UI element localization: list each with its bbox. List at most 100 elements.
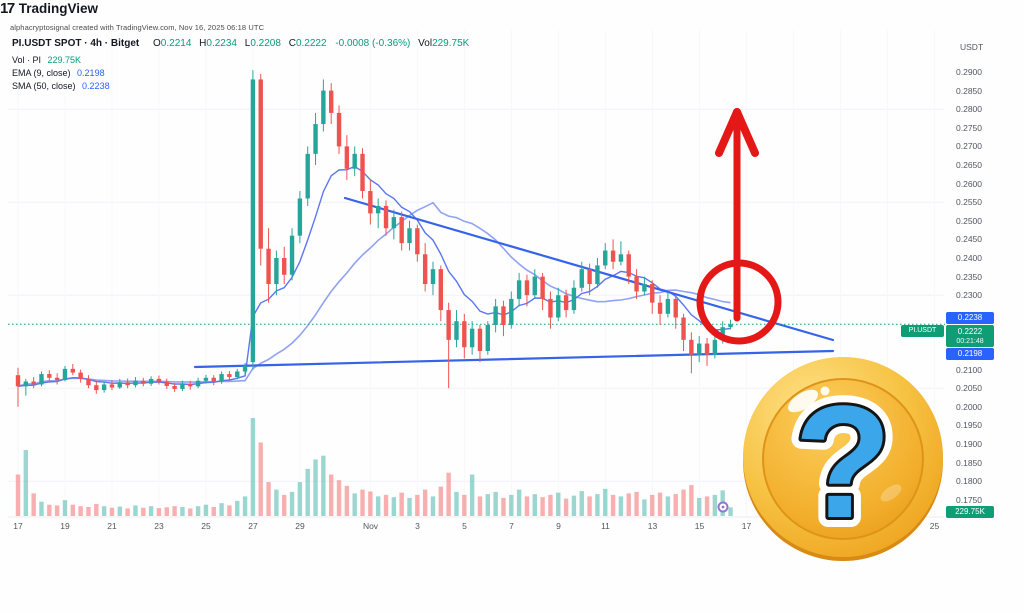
descending-trendline[interactable] [343,196,835,342]
volume-bar [532,494,537,516]
candle-body [15,375,21,387]
volume-bar [54,505,60,516]
candle-body [462,321,467,348]
candle-body [626,254,631,277]
candle-body [195,380,201,387]
candle-body [501,306,506,325]
volume-bar [227,505,232,516]
candle-body [563,295,569,311]
candle-body [289,235,295,275]
candle-body [697,343,702,355]
candle-body [540,276,545,299]
volume-bar [595,494,600,516]
volume-bar [297,482,303,516]
volume-bar [164,507,169,516]
volume-bar [368,491,373,516]
volume-bar [704,496,710,516]
volume-bar [524,496,530,516]
volume-bar [321,455,326,516]
volume-bar [31,493,36,516]
candle-body [125,382,130,386]
candle-body [587,269,592,285]
volume-bar [665,496,671,516]
candle-body [595,265,600,285]
candle-body [532,276,537,296]
candle-body [681,317,686,340]
candle-body [509,298,514,325]
volume-bar [101,506,107,516]
candle-body [211,377,216,382]
candle-body [54,377,60,381]
question-mark-icon: ? [794,372,892,551]
volume-bar [258,442,263,516]
candle-body [524,280,530,296]
coin-inner-disc [762,378,924,540]
volume-bar [375,496,381,516]
volume-bar [211,506,216,516]
volume-bar [109,507,115,516]
candle-body [156,378,162,382]
candle-body [78,372,83,379]
support-trendline[interactable] [193,349,835,369]
volume-bar [469,474,475,516]
volume-bar [438,486,444,516]
candle-body [469,328,475,348]
candle-body [720,327,725,340]
candle-body [446,310,451,340]
candle-body [383,205,389,229]
coin-shine-dot [820,386,830,396]
candle-body [23,381,29,387]
candle-body [712,339,718,355]
candle-body [282,258,287,275]
candle-body [250,79,256,363]
candle-body [391,217,397,229]
coin-shine-highlight [787,389,819,413]
volume-bar [117,506,122,516]
volume-bar [712,494,718,516]
volume-bar [282,494,287,516]
candle-body [235,371,240,378]
candle-body [493,306,498,325]
volume-bar [477,496,483,516]
candle-body [516,280,522,299]
candle-body [689,339,694,355]
volume-bar [78,506,83,516]
candle-body [305,153,310,199]
candle-body [477,328,483,351]
candle-body [360,153,365,192]
volume-bar [728,507,733,516]
candle-body [454,321,459,340]
candle-body [188,383,193,387]
volume-bar [305,468,310,516]
volume-bar [86,506,91,516]
candle-body [665,298,671,314]
candle-body [70,368,76,373]
candle-body [94,385,99,391]
volume-bar [344,485,350,516]
volume-bar [587,496,592,516]
candle-body [219,374,224,382]
candle-body [430,269,436,285]
breakout-highlight-circle [696,259,782,345]
volume-bar [415,494,420,516]
volume-bar [70,504,76,516]
candle-body [415,228,420,255]
candle-body [610,250,616,262]
candle-body [704,343,710,355]
candle-body [368,191,373,214]
volume-bar [172,506,177,516]
volume-bar [422,489,428,516]
candle-body [172,385,177,389]
volume-bar [266,482,271,516]
candle-body [375,205,381,214]
volume-bar [156,508,162,516]
candle-body [571,287,577,311]
candle-body [642,284,647,292]
breakout-arrow-head-left [715,108,741,157]
volume-bar [446,472,451,516]
candle-body [603,250,608,266]
volume-bar [407,497,412,516]
volume-bar [235,500,240,516]
volume-bar [391,497,397,516]
tradingview-logo[interactable]: 17 TradingView [0,0,1024,17]
